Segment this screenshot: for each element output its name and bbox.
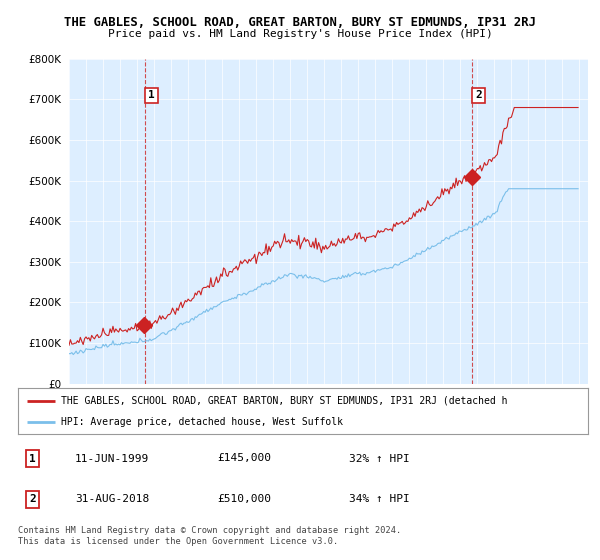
- Text: 2: 2: [475, 90, 482, 100]
- Text: THE GABLES, SCHOOL ROAD, GREAT BARTON, BURY ST EDMUNDS, IP31 2RJ (detached h: THE GABLES, SCHOOL ROAD, GREAT BARTON, B…: [61, 395, 507, 405]
- Text: 2: 2: [29, 494, 35, 505]
- Text: THE GABLES, SCHOOL ROAD, GREAT BARTON, BURY ST EDMUNDS, IP31 2RJ: THE GABLES, SCHOOL ROAD, GREAT BARTON, B…: [64, 16, 536, 29]
- Text: 34% ↑ HPI: 34% ↑ HPI: [349, 494, 409, 505]
- Text: 32% ↑ HPI: 32% ↑ HPI: [349, 454, 409, 464]
- Text: 1: 1: [29, 454, 35, 464]
- Text: £510,000: £510,000: [218, 494, 271, 505]
- Text: Price paid vs. HM Land Registry's House Price Index (HPI): Price paid vs. HM Land Registry's House …: [107, 29, 493, 39]
- Text: Contains HM Land Registry data © Crown copyright and database right 2024.
This d: Contains HM Land Registry data © Crown c…: [18, 526, 401, 546]
- Text: 31-AUG-2018: 31-AUG-2018: [75, 494, 149, 505]
- Text: 1: 1: [148, 90, 155, 100]
- Text: HPI: Average price, detached house, West Suffolk: HPI: Average price, detached house, West…: [61, 417, 343, 427]
- Text: 11-JUN-1999: 11-JUN-1999: [75, 454, 149, 464]
- Text: £145,000: £145,000: [218, 454, 271, 464]
